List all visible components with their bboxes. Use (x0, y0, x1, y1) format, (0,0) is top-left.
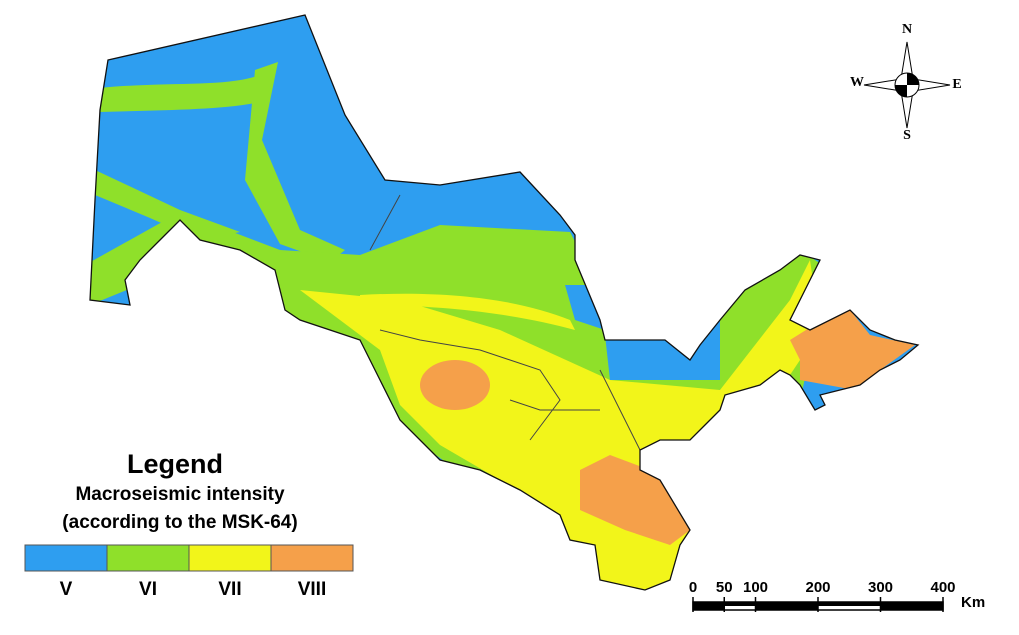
zone-vii (300, 260, 820, 590)
legend-swatch (188, 544, 272, 572)
legend-label: VIII (298, 579, 327, 600)
zone-vi (245, 62, 345, 262)
zone-vii (360, 293, 575, 330)
compass-n: N (902, 22, 912, 37)
scale-label: 200 (805, 579, 830, 596)
legend-swatch (106, 544, 190, 572)
compass-w: W (850, 75, 864, 90)
scale-label: 100 (743, 579, 768, 596)
legend-label: VII (218, 579, 241, 600)
scale-segment (724, 602, 756, 606)
legend-note: (according to the MSK-64) (62, 512, 297, 533)
compass-e: E (952, 77, 961, 92)
zone-viii (420, 360, 490, 410)
legend-swatch (270, 544, 354, 572)
legend-title: Legend (127, 449, 223, 479)
scale-segment (693, 602, 725, 610)
scale-label: 400 (930, 579, 955, 596)
scale-label: 0 (689, 579, 697, 596)
legend-swatch (24, 544, 108, 572)
legend: Legend Macroseismic intensity (according… (24, 449, 354, 600)
scale-unit: Km (961, 594, 985, 611)
legend-classes: V VI VII VIII (24, 544, 354, 600)
compass-quarter (895, 73, 919, 97)
legend-label: V (60, 579, 73, 600)
scale-segment (818, 602, 881, 606)
scale-segment (880, 602, 943, 610)
scale-label: 300 (868, 579, 893, 596)
compass: N S W E (850, 22, 962, 143)
scale-segment (755, 602, 818, 610)
legend-label: VI (139, 579, 157, 600)
legend-subtitle: Macroseismic intensity (75, 484, 285, 505)
zone-viii (790, 310, 915, 390)
scale-label: 50 (716, 579, 733, 596)
scale-bar: 0 50 100 200 300 400 Km (689, 579, 985, 612)
compass-s: S (903, 128, 911, 143)
region-boundary (369, 194, 641, 451)
zone-vi (100, 68, 275, 112)
